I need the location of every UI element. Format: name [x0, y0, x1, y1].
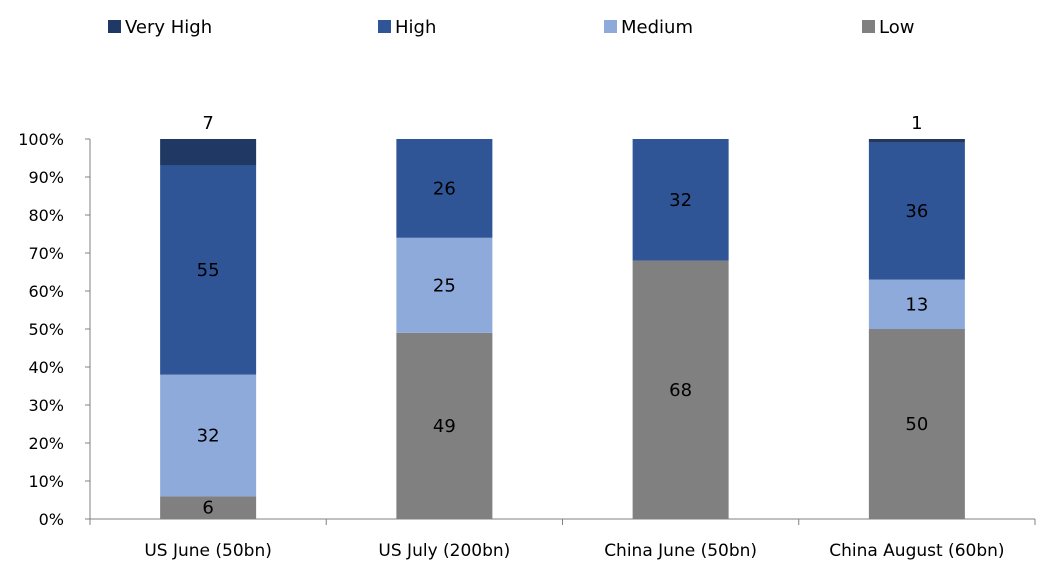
data-label-china-august-60bn-medium: 13	[905, 294, 928, 315]
legend-label-very-high: Very High	[125, 17, 212, 38]
data-labels: 6 32 55 7 49 25 26 68 32 50 13 36 1	[197, 113, 929, 519]
legend: Very High High Medium Low	[108, 17, 914, 38]
y-tick-label-100: 100%	[18, 130, 64, 149]
data-label-china-august-60bn-high: 36	[905, 201, 928, 222]
data-label-china-august-60bn-very-high: 1	[911, 113, 922, 134]
axes: 0% 10% 20% 30% 40% 50% 60% 70% 80% 90% 100% US June…	[18, 130, 1036, 561]
legend-swatch-high	[378, 20, 391, 33]
data-label-china-august-60bn-low: 50	[905, 414, 928, 435]
y-tick-label-40: 40%	[28, 358, 64, 377]
x-tick-label-china-august-60bn: China August (60bn)	[829, 541, 1004, 561]
y-tick-label-90: 90%	[28, 168, 64, 187]
y-tick-label-70: 70%	[28, 244, 64, 263]
data-label-us-june-50bn-medium: 32	[197, 425, 220, 446]
y-tick-label-30: 30%	[28, 396, 64, 415]
legend-label-high: High	[395, 17, 436, 38]
legend-swatch-very-high	[108, 20, 121, 33]
legend-label-medium: Medium	[621, 17, 693, 38]
data-label-us-june-50bn-low: 6	[202, 498, 213, 519]
x-tick-label-us-june-50bn: US June (50bn)	[144, 541, 272, 561]
x-tick-label-us-july-200bn: US July (200bn)	[378, 541, 510, 561]
bar-segment-us-june-50bn-very-high	[160, 139, 257, 166]
legend-swatch-medium	[604, 20, 617, 33]
data-label-us-june-50bn-very-high: 7	[202, 113, 213, 134]
legend-label-low: Low	[879, 17, 914, 38]
bars	[160, 139, 965, 519]
y-tick-label-0: 0%	[39, 510, 64, 529]
data-label-china-june-50bn-high: 32	[669, 190, 692, 211]
bar-segment-us-june-50bn-low	[160, 496, 257, 519]
y-tick-label-50: 50%	[28, 320, 64, 339]
y-tick-label-20: 20%	[28, 434, 64, 453]
data-label-us-june-50bn-high: 55	[197, 260, 220, 281]
y-tick-label-10: 10%	[28, 472, 64, 491]
bar-segment-china-august-60bn-very-high	[868, 139, 965, 143]
legend-swatch-low	[862, 20, 875, 33]
data-label-us-july-200bn-medium: 25	[433, 275, 456, 296]
bar-segment-us-june-50bn-high	[160, 165, 257, 375]
data-label-us-july-200bn-high: 26	[433, 178, 456, 199]
bar-segment-china-august-60bn-medium	[868, 279, 965, 329]
bar-segment-us-july-200bn-high	[396, 139, 493, 238]
bar-segment-us-june-50bn-medium	[160, 374, 257, 497]
data-label-china-june-50bn-low: 68	[669, 380, 692, 401]
data-label-us-july-200bn-low: 49	[433, 416, 456, 437]
bar-segment-china-august-60bn-high	[868, 142, 965, 280]
bar-segment-us-july-200bn-medium	[396, 237, 493, 333]
bar-segment-china-august-60bn-low	[868, 329, 965, 519]
bar-segment-china-june-50bn-high	[632, 139, 729, 261]
y-tick-label-60: 60%	[28, 282, 64, 301]
bar-segment-china-june-50bn-low	[632, 260, 729, 519]
bar-segment-us-july-200bn-low	[396, 332, 493, 519]
y-tick-label-80: 80%	[28, 206, 64, 225]
x-tick-label-china-june-50bn: China June (50bn)	[604, 541, 757, 561]
